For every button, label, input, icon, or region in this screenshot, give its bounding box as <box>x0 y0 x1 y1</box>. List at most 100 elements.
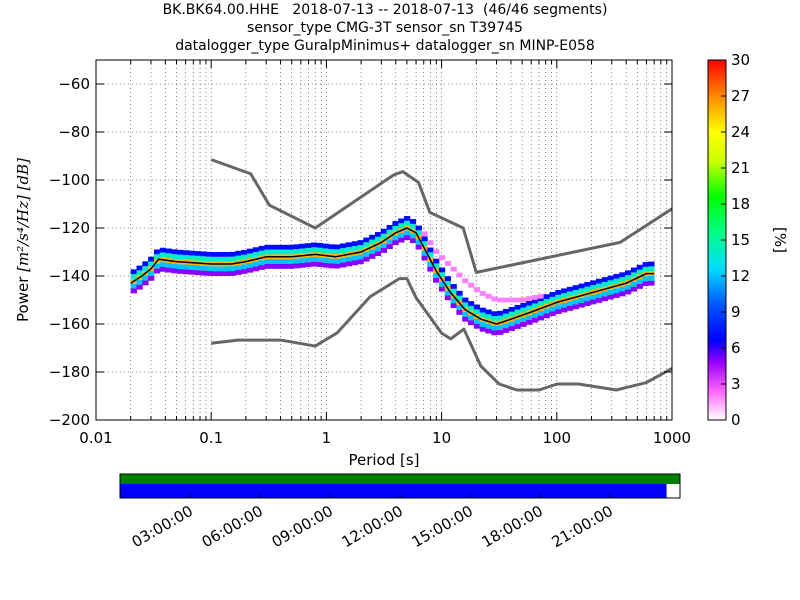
heatmap-cell <box>183 255 190 260</box>
heatmap-cell <box>194 251 201 256</box>
heatmap-cell <box>159 266 166 272</box>
heatmap-cell <box>502 308 510 314</box>
heatmap-cell <box>386 229 393 235</box>
heatmap-cell <box>247 248 254 254</box>
heatmap-cell <box>584 296 591 302</box>
heatmap-cell <box>334 263 341 269</box>
heatmap-cell <box>438 255 446 260</box>
heatmap-cell <box>456 295 463 301</box>
heatmap-cell <box>526 296 533 301</box>
heatmap-cell <box>235 255 242 261</box>
heatmap-cell <box>392 225 399 231</box>
heatmap-cell <box>287 259 294 264</box>
heatmap-cell <box>485 323 492 329</box>
heatmap-cell <box>613 288 620 294</box>
heatmap-cell <box>433 263 440 269</box>
colorbar-tick-label: 21 <box>731 159 750 177</box>
y-axis-label-units: [m²/s⁴/Hz] [dB] <box>14 158 32 272</box>
heatmap-cell <box>357 240 364 245</box>
y-tick-label: −60 <box>58 75 90 93</box>
heatmap-cell <box>502 328 510 333</box>
heatmap-cell <box>200 270 207 276</box>
heatmap-cell <box>485 328 492 334</box>
heatmap-cell <box>183 250 190 256</box>
colorbar-tick-label: 6 <box>731 339 741 357</box>
colorbar-tick-label: 24 <box>731 123 750 141</box>
heatmap-cell <box>619 272 626 278</box>
heatmap-cell <box>369 249 376 255</box>
heatmap-cell <box>235 270 242 275</box>
heatmap-cell <box>217 271 225 276</box>
heatmap-cell <box>340 248 347 253</box>
heatmap-cell <box>270 259 277 264</box>
colorbar-label: [%] <box>771 227 789 253</box>
heatmap-cell <box>555 294 562 300</box>
heatmap-cell <box>607 275 614 281</box>
low-noise-model-line <box>211 277 672 392</box>
heatmap-cell <box>502 323 510 329</box>
heatmap-cell <box>357 244 364 250</box>
heatmap-cell <box>601 281 609 287</box>
heatmap-cell <box>345 247 353 252</box>
heatmap-cell <box>142 275 149 281</box>
heatmap-cell <box>537 310 545 316</box>
heatmap-cell <box>625 284 632 290</box>
heatmap-cell <box>636 264 643 270</box>
heatmap-cell <box>648 276 655 281</box>
heatmap-cell <box>217 266 225 272</box>
heatmap-cell <box>212 252 219 257</box>
heatmap-cell <box>462 297 469 303</box>
heatmap-cell <box>468 301 475 306</box>
x-tick-label: 1 <box>322 429 332 447</box>
heatmap-cell <box>630 281 638 287</box>
heatmap-cell <box>328 244 335 250</box>
heatmap-cell <box>136 284 143 290</box>
heatmap-cell <box>578 288 585 294</box>
heatmap-cell <box>281 244 289 250</box>
heatmap-cell <box>148 261 155 267</box>
heatmap-cell <box>566 305 574 311</box>
heatmap-cell <box>462 278 469 284</box>
heatmap-cell <box>299 258 306 263</box>
heatmap-cell <box>398 218 405 224</box>
heatmap-cell <box>130 269 137 275</box>
heatmap-cell <box>595 283 603 289</box>
heatmap-cell <box>433 273 440 278</box>
heatmap-cell <box>433 277 440 283</box>
high-noise-model-line <box>210 158 672 274</box>
heatmap-cell <box>409 219 417 224</box>
heatmap-cell <box>404 230 411 236</box>
heatmap-cell <box>322 248 329 254</box>
heatmap-cell <box>328 258 335 264</box>
heatmap-cell <box>473 319 481 324</box>
heatmap-cell <box>148 271 155 276</box>
heatmap-cell <box>264 244 271 250</box>
heatmap-cell <box>520 297 527 303</box>
heatmap-cell <box>595 297 603 303</box>
timeline-tick-label: 18:00:00 <box>479 502 546 551</box>
heatmap-cell <box>491 311 498 317</box>
heatmap-cell <box>532 317 539 323</box>
heatmap-cell <box>351 246 358 251</box>
heatmap-cell <box>590 299 597 305</box>
heatmap-cell <box>462 302 469 308</box>
heatmap-cell <box>270 264 277 269</box>
heatmap-cell <box>497 297 504 303</box>
heatmap-cell <box>415 230 422 236</box>
heatmap-cell <box>444 260 451 266</box>
y-tick-label: −200 <box>49 411 90 429</box>
heatmap-cell <box>316 242 324 248</box>
heatmap-cell <box>601 277 609 282</box>
heatmap-cell <box>537 293 545 299</box>
heatmap-cell <box>555 304 562 310</box>
x-tick-label: 0.1 <box>199 429 223 447</box>
heatmap-cell <box>223 271 230 276</box>
heatmap-cell <box>398 223 405 229</box>
heatmap-cell <box>235 265 242 271</box>
heatmap-cell <box>450 298 457 304</box>
heatmap-cell <box>171 268 178 274</box>
heatmap-cell <box>200 256 207 262</box>
heatmap-cell <box>520 307 527 313</box>
heatmap-cell <box>444 290 451 296</box>
heatmap-cell <box>607 280 614 286</box>
